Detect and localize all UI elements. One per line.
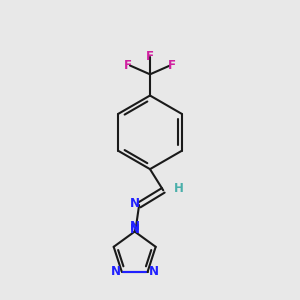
Text: N: N bbox=[129, 197, 140, 210]
Text: F: F bbox=[124, 59, 132, 72]
Text: H: H bbox=[174, 182, 184, 195]
Text: F: F bbox=[168, 59, 176, 72]
Text: N: N bbox=[130, 220, 140, 233]
Text: N: N bbox=[130, 223, 140, 236]
Text: N: N bbox=[111, 265, 121, 278]
Text: N: N bbox=[148, 265, 159, 278]
Text: F: F bbox=[146, 50, 154, 63]
